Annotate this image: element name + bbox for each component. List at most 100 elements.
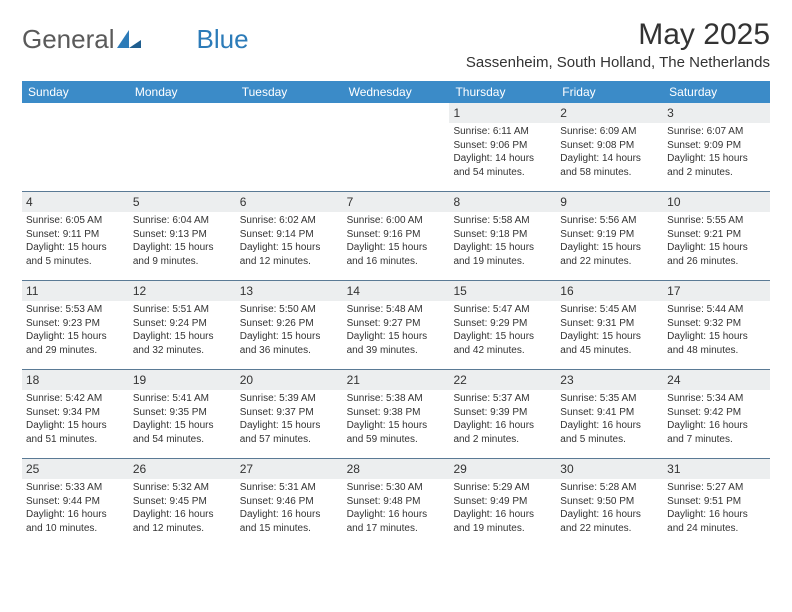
day-body: Sunrise: 5:42 AMSunset: 9:34 PMDaylight:…: [22, 392, 129, 449]
day-number: 13: [236, 281, 343, 301]
daylight-text: Daylight: 15 hours and 22 minutes.: [560, 241, 659, 268]
day-cell: [22, 103, 129, 191]
day-number: 16: [556, 281, 663, 301]
day-number: [343, 103, 450, 107]
day-number: 27: [236, 459, 343, 479]
sunset-text: Sunset: 9:18 PM: [453, 228, 552, 242]
day-number: 30: [556, 459, 663, 479]
sunrise-text: Sunrise: 5:50 AM: [240, 303, 339, 317]
sunset-text: Sunset: 9:27 PM: [347, 317, 446, 331]
daylight-text: Daylight: 16 hours and 10 minutes.: [26, 508, 125, 535]
day-number: 9: [556, 192, 663, 212]
sunset-text: Sunset: 9:41 PM: [560, 406, 659, 420]
sunrise-text: Sunrise: 5:56 AM: [560, 214, 659, 228]
sunrise-text: Sunrise: 5:33 AM: [26, 481, 125, 495]
header: General Blue May 2025 Sassenheim, South …: [22, 18, 770, 77]
daylight-text: Daylight: 15 hours and 32 minutes.: [133, 330, 232, 357]
daylight-text: Daylight: 15 hours and 59 minutes.: [347, 419, 446, 446]
day-number: 7: [343, 192, 450, 212]
weekday-header: Sunday: [22, 81, 129, 103]
daylight-text: Daylight: 16 hours and 24 minutes.: [667, 508, 766, 535]
sunrise-text: Sunrise: 5:34 AM: [667, 392, 766, 406]
sunrise-text: Sunrise: 5:42 AM: [26, 392, 125, 406]
sunrise-text: Sunrise: 5:27 AM: [667, 481, 766, 495]
day-body: Sunrise: 5:27 AMSunset: 9:51 PMDaylight:…: [663, 481, 770, 538]
page: General Blue May 2025 Sassenheim, South …: [0, 0, 792, 612]
sunset-text: Sunset: 9:08 PM: [560, 139, 659, 153]
day-body: Sunrise: 5:29 AMSunset: 9:49 PMDaylight:…: [449, 481, 556, 538]
day-cell: 26Sunrise: 5:32 AMSunset: 9:45 PMDayligh…: [129, 459, 236, 547]
sunrise-text: Sunrise: 5:31 AM: [240, 481, 339, 495]
sunrise-text: Sunrise: 6:09 AM: [560, 125, 659, 139]
day-body: Sunrise: 5:58 AMSunset: 9:18 PMDaylight:…: [449, 214, 556, 271]
daylight-text: Daylight: 16 hours and 19 minutes.: [453, 508, 552, 535]
daylight-text: Daylight: 15 hours and 36 minutes.: [240, 330, 339, 357]
daylight-text: Daylight: 15 hours and 16 minutes.: [347, 241, 446, 268]
sunset-text: Sunset: 9:49 PM: [453, 495, 552, 509]
day-cell: [343, 103, 450, 191]
day-body: Sunrise: 5:38 AMSunset: 9:38 PMDaylight:…: [343, 392, 450, 449]
logo-text-blue: Blue: [197, 24, 249, 55]
daylight-text: Daylight: 15 hours and 45 minutes.: [560, 330, 659, 357]
day-cell: 8Sunrise: 5:58 AMSunset: 9:18 PMDaylight…: [449, 192, 556, 280]
day-cell: 15Sunrise: 5:47 AMSunset: 9:29 PMDayligh…: [449, 281, 556, 369]
day-number: 8: [449, 192, 556, 212]
sunset-text: Sunset: 9:38 PM: [347, 406, 446, 420]
sunrise-text: Sunrise: 5:41 AM: [133, 392, 232, 406]
title-block: May 2025 Sassenheim, South Holland, The …: [466, 18, 770, 77]
daylight-text: Daylight: 16 hours and 2 minutes.: [453, 419, 552, 446]
day-body: Sunrise: 5:28 AMSunset: 9:50 PMDaylight:…: [556, 481, 663, 538]
daylight-text: Daylight: 15 hours and 57 minutes.: [240, 419, 339, 446]
day-cell: 7Sunrise: 6:00 AMSunset: 9:16 PMDaylight…: [343, 192, 450, 280]
day-cell: 27Sunrise: 5:31 AMSunset: 9:46 PMDayligh…: [236, 459, 343, 547]
day-cell: 25Sunrise: 5:33 AMSunset: 9:44 PMDayligh…: [22, 459, 129, 547]
sunrise-text: Sunrise: 5:32 AM: [133, 481, 232, 495]
day-number: 4: [22, 192, 129, 212]
week-row: 18Sunrise: 5:42 AMSunset: 9:34 PMDayligh…: [22, 369, 770, 458]
day-cell: 16Sunrise: 5:45 AMSunset: 9:31 PMDayligh…: [556, 281, 663, 369]
day-cell: 19Sunrise: 5:41 AMSunset: 9:35 PMDayligh…: [129, 370, 236, 458]
day-number: 20: [236, 370, 343, 390]
day-number: [22, 103, 129, 107]
week-row: 4Sunrise: 6:05 AMSunset: 9:11 PMDaylight…: [22, 191, 770, 280]
day-cell: 21Sunrise: 5:38 AMSunset: 9:38 PMDayligh…: [343, 370, 450, 458]
daylight-text: Daylight: 16 hours and 15 minutes.: [240, 508, 339, 535]
daylight-text: Daylight: 16 hours and 17 minutes.: [347, 508, 446, 535]
sunrise-text: Sunrise: 5:44 AM: [667, 303, 766, 317]
day-body: Sunrise: 5:50 AMSunset: 9:26 PMDaylight:…: [236, 303, 343, 360]
sunrise-text: Sunrise: 5:47 AM: [453, 303, 552, 317]
day-number: 10: [663, 192, 770, 212]
sunset-text: Sunset: 9:42 PM: [667, 406, 766, 420]
day-number: 29: [449, 459, 556, 479]
day-body: Sunrise: 5:56 AMSunset: 9:19 PMDaylight:…: [556, 214, 663, 271]
day-cell: [129, 103, 236, 191]
sunrise-text: Sunrise: 6:11 AM: [453, 125, 552, 139]
sunset-text: Sunset: 9:35 PM: [133, 406, 232, 420]
daylight-text: Daylight: 15 hours and 54 minutes.: [133, 419, 232, 446]
sunset-text: Sunset: 9:21 PM: [667, 228, 766, 242]
day-body: Sunrise: 6:04 AMSunset: 9:13 PMDaylight:…: [129, 214, 236, 271]
day-number: 23: [556, 370, 663, 390]
day-body: Sunrise: 5:34 AMSunset: 9:42 PMDaylight:…: [663, 392, 770, 449]
daylight-text: Daylight: 15 hours and 29 minutes.: [26, 330, 125, 357]
sunrise-text: Sunrise: 6:04 AM: [133, 214, 232, 228]
day-number: [129, 103, 236, 107]
weeks-container: 1Sunrise: 6:11 AMSunset: 9:06 PMDaylight…: [22, 103, 770, 547]
sunset-text: Sunset: 9:45 PM: [133, 495, 232, 509]
sunset-text: Sunset: 9:13 PM: [133, 228, 232, 242]
day-number: 15: [449, 281, 556, 301]
day-number: 24: [663, 370, 770, 390]
day-number: 25: [22, 459, 129, 479]
day-cell: 18Sunrise: 5:42 AMSunset: 9:34 PMDayligh…: [22, 370, 129, 458]
day-body: Sunrise: 5:33 AMSunset: 9:44 PMDaylight:…: [22, 481, 129, 538]
sunset-text: Sunset: 9:16 PM: [347, 228, 446, 242]
sunrise-text: Sunrise: 5:48 AM: [347, 303, 446, 317]
sunset-text: Sunset: 9:29 PM: [453, 317, 552, 331]
day-number: 18: [22, 370, 129, 390]
day-cell: 6Sunrise: 6:02 AMSunset: 9:14 PMDaylight…: [236, 192, 343, 280]
weekday-row: Sunday Monday Tuesday Wednesday Thursday…: [22, 81, 770, 103]
daylight-text: Daylight: 15 hours and 19 minutes.: [453, 241, 552, 268]
weekday-header: Wednesday: [343, 81, 450, 103]
day-cell: 29Sunrise: 5:29 AMSunset: 9:49 PMDayligh…: [449, 459, 556, 547]
week-row: 1Sunrise: 6:11 AMSunset: 9:06 PMDaylight…: [22, 103, 770, 191]
